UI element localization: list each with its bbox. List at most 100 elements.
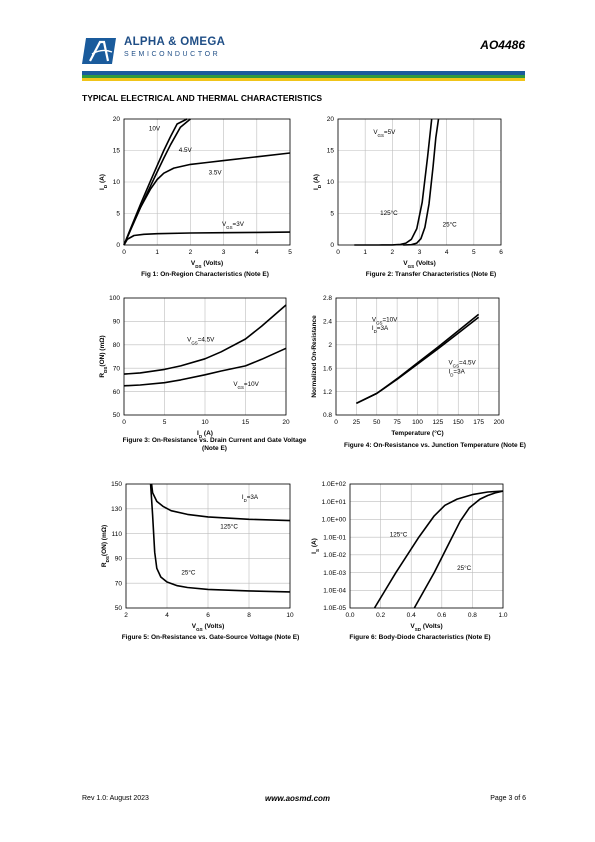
fig1-annotation: 10V	[149, 125, 161, 132]
fig3-annotation: VGS=4.5V	[187, 336, 215, 345]
fig3-xtick-label: 5	[163, 419, 167, 426]
fig6-ytick-label: 1.0E-02	[323, 552, 346, 559]
fig6-yaxis-label: IS (A)	[311, 538, 320, 554]
fig4-xtick-label: 0	[334, 419, 338, 426]
brand-subtitle: SEMICONDUCTOR	[124, 51, 221, 58]
fig5-chart: 2 4 6 8 10 50 70 90 110 130 150 VGS (Volts) RDS(ON) …	[101, 481, 294, 632]
fig5-ytick-label: 70	[115, 580, 123, 587]
footer-website-link[interactable]: www.aosmd.com	[264, 794, 331, 803]
fig4-xtick-label: 125	[432, 419, 443, 426]
fig1-plot-frame	[123, 118, 291, 246]
fig1-ytick-label: 20	[113, 116, 121, 123]
fig4-yaxis-label: Normalized On-Resistance	[311, 315, 318, 398]
fig4-ytick-label: 1.2	[323, 389, 332, 396]
fig5-xtick-label: 10	[286, 612, 294, 619]
fig1-xtick-label: 1	[155, 249, 159, 256]
fig4-annotation: VGS=10V	[372, 316, 398, 325]
fig1-xtick-label: 0	[122, 249, 126, 256]
fig4-ytick-label: 2.4	[323, 319, 332, 326]
fig6-caption: Figure 6: Body-Diode Characteristics (No…	[349, 634, 491, 641]
fig5-series-2-line	[149, 483, 291, 593]
fig5-ytick-label: 130	[111, 506, 122, 513]
part-number: AO4486	[480, 38, 525, 52]
fig2-plot-frame	[337, 118, 502, 246]
fig5-ytick-label: 90	[115, 556, 123, 563]
fig2-series-2-line	[403, 118, 440, 246]
fig4-caption: Figure 4: On-Resistance vs. Junction Tem…	[344, 442, 526, 449]
fig3-ytick-label: 60	[113, 389, 121, 396]
fig2-ytick-label: 0	[330, 242, 334, 249]
fig4-annotation: VGS=4.5V	[448, 360, 476, 369]
fig4-plot-frame	[335, 297, 500, 416]
fig3-caption: Figure 3: On-Resistance vs. Drain Curren…	[122, 437, 307, 452]
fig4-ytick-label: 0.8	[323, 412, 332, 419]
fig6-chart: 0.0 0.2 0.4 0.6 0.8 1.0 1.0E-05 1.0E-04 1.0E-03 1…	[311, 481, 508, 632]
fig2-ytick-label: 5	[330, 211, 334, 218]
fig3-annotation: VGS=10V	[233, 381, 259, 390]
fig3-xtick-label: 15	[242, 419, 250, 426]
fig3-ytick-label: 70	[113, 365, 121, 372]
footer-revision: Rev 1.0: August 2023	[82, 795, 149, 802]
fig5-xtick-label: 4	[165, 612, 169, 619]
fig2-yaxis-label: ID (A)	[313, 174, 322, 190]
fig2-chart: 0 1 2 3 4 5 6 0 5 10 15 20 VGS (Volts) ID (A) VGS=5V 12…	[313, 116, 503, 268]
fig1-annotation: 3.5V	[209, 169, 223, 176]
fig5-ytick-label: 50	[115, 605, 123, 612]
fig4-xtick-label: 50	[373, 419, 381, 426]
fig4-chart: 0 25 50 75 100 125 150 175 200 0.8 1.2 1.6 2 2.4 2.8 Te…	[311, 295, 505, 437]
fig5-plot-frame	[125, 483, 291, 609]
fig4-xtick-label: 75	[394, 419, 402, 426]
fig1-annotation: VGS=3V	[222, 221, 245, 230]
fig4-series-2-line	[356, 313, 480, 405]
fig6-annotation: 25°C	[457, 564, 472, 572]
fig3-series-1-line	[123, 304, 287, 375]
fig3-yaxis-label: RDS(ON) (mΩ)	[99, 335, 108, 377]
fig4-annotation: ID=3A	[448, 368, 465, 377]
fig2-xtick-label: 4	[445, 249, 449, 256]
fig2-annotation: VGS=5V	[373, 129, 396, 138]
company-logo	[82, 38, 116, 64]
fig2-ytick-label: 10	[327, 179, 335, 186]
header-bar-yellow	[82, 78, 525, 81]
fig5-xtick-label: 8	[247, 612, 251, 619]
fig6-xtick-label: 0.6	[437, 612, 446, 619]
fig2-series-1-line	[354, 118, 433, 246]
fig4-ytick-label: 2.8	[323, 295, 332, 302]
fig2-xtick-label: 5	[472, 249, 476, 256]
fig5-annotation: 125°C	[220, 523, 238, 531]
fig4-xtick-label: 150	[453, 419, 464, 426]
fig2-annotation: 125°C	[380, 209, 398, 217]
fig2-ytick-label: 20	[327, 116, 335, 123]
header-bar-green	[82, 75, 525, 78]
fig1-xtick-label: 4	[255, 249, 259, 256]
fig2-xtick-label: 2	[391, 249, 395, 256]
fig5-annotation: 25°C	[181, 569, 196, 577]
fig3-xtick-label: 10	[201, 419, 209, 426]
fig5-xaxis-label: VGS (Volts)	[192, 623, 224, 632]
fig5-ytick-label: 150	[111, 481, 122, 488]
fig3-ytick-label: 80	[113, 342, 121, 349]
fig3-chart: 0 5 10 15 20 50 60 70 80 90 100 ID (A) RDS(ON) (mΩ) V…	[99, 295, 290, 438]
fig1-yaxis-label: ID (A)	[99, 174, 108, 190]
fig2-ytick-label: 15	[327, 148, 335, 155]
fig2-annotation: 25°C	[443, 221, 458, 229]
fig1-xaxis-label: VDS (Volts)	[191, 260, 223, 269]
fig3-xtick-label: 0	[122, 419, 126, 426]
fig5-yaxis-label: RDS(ON) (mΩ)	[101, 525, 110, 567]
fig1-ytick-label: 15	[113, 148, 121, 155]
fig3-series-2-line	[123, 347, 287, 387]
fig6-ytick-label: 1.0E+02	[322, 481, 347, 488]
fig2-caption: Figure 2: Transfer Characteristics (Note…	[365, 271, 497, 278]
fig5-series-1-line	[150, 483, 291, 522]
fig6-ytick-label: 1.0E-05	[323, 605, 346, 612]
fig1-xtick-label: 5	[288, 249, 292, 256]
fig5-caption: Figure 5: On-Resistance vs. Gate-Source …	[121, 634, 300, 641]
fig4-xtick-label: 100	[412, 419, 423, 426]
fig1-xtick-label: 2	[189, 249, 193, 256]
fig3-xtick-label: 20	[282, 419, 290, 426]
fig2-xtick-label: 1	[363, 249, 367, 256]
fig5-xtick-label: 6	[206, 612, 210, 619]
fig1-caption: Fig 1: On-Region Characteristics (Note E…	[141, 271, 269, 278]
fig1-annotation: 4.5V	[179, 147, 193, 154]
fig6-xaxis-label: VSD (Volts)	[410, 623, 442, 632]
